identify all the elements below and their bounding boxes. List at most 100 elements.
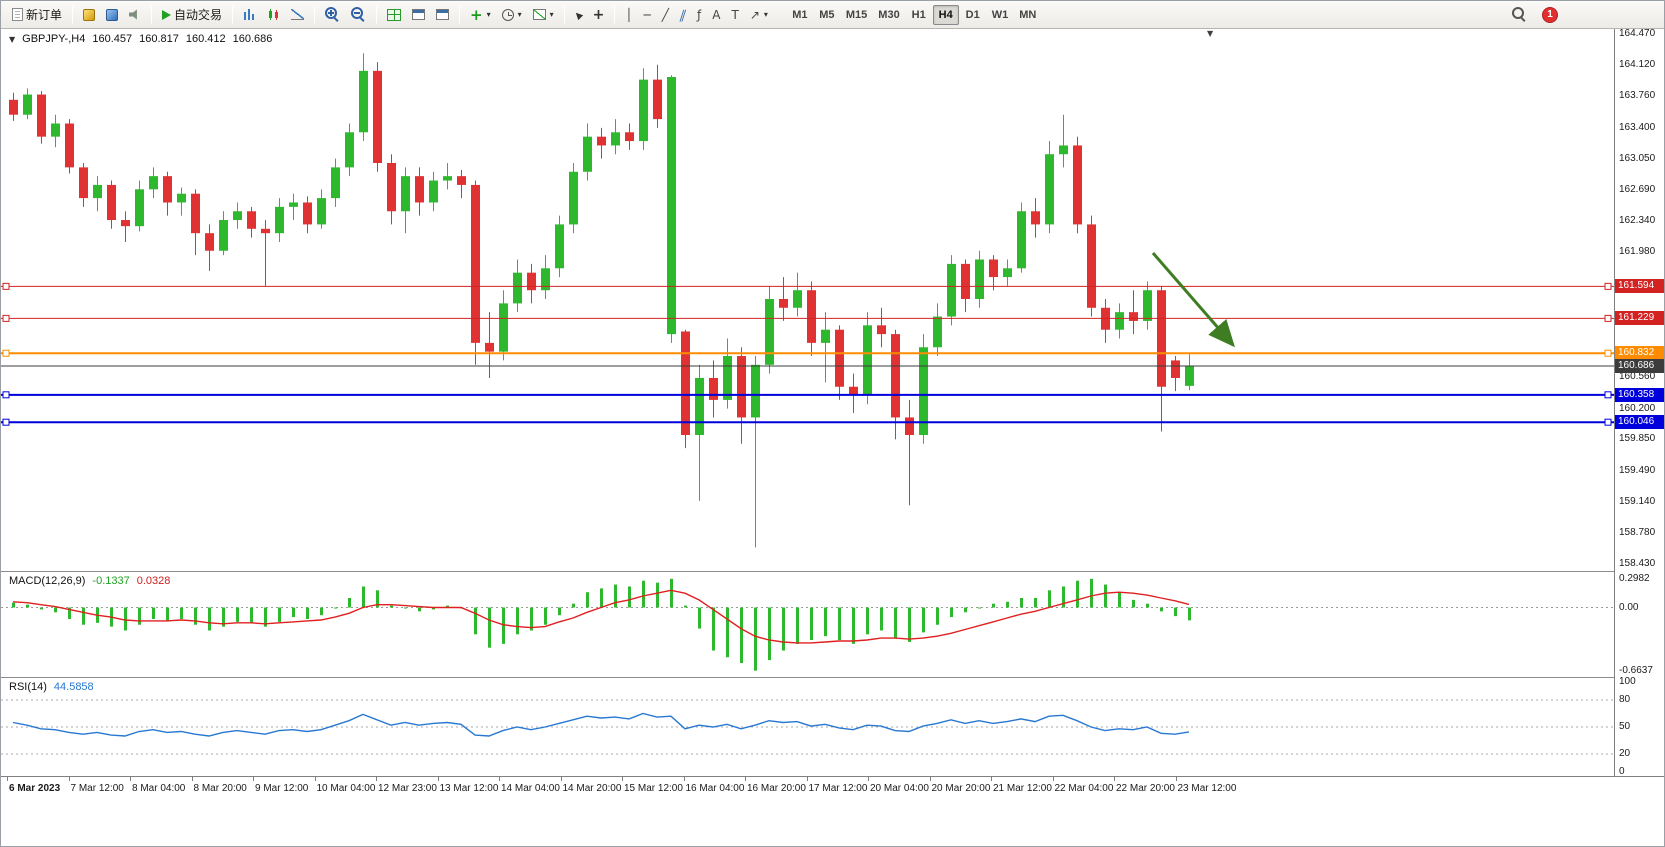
candle-body — [177, 193, 186, 203]
macd-bar — [936, 607, 939, 625]
time-tick — [68, 777, 70, 781]
macd-bar — [572, 603, 575, 608]
macd-bar — [740, 607, 743, 663]
candle-body — [1157, 290, 1166, 387]
time-label: 21 Mar 12:00 — [993, 783, 1052, 794]
line-chart-button[interactable] — [286, 4, 309, 26]
market-watch-button[interactable] — [101, 4, 123, 26]
candle-body — [205, 233, 214, 251]
macd-bar — [698, 607, 701, 629]
dropdown-caret-icon[interactable]: ▾ — [763, 10, 768, 19]
candle-body — [191, 193, 200, 234]
candle-body — [429, 180, 438, 203]
candle-body — [1171, 360, 1180, 378]
text-button[interactable]: A — [707, 4, 725, 26]
arrange-charts-button[interactable] — [407, 4, 430, 26]
price-chart[interactable] — [1, 29, 1614, 571]
dropdown-caret-icon[interactable]: ▾ — [517, 10, 522, 19]
bar-chart-button[interactable] — [238, 4, 261, 26]
line-handle[interactable] — [2, 282, 10, 290]
line-handle[interactable] — [2, 391, 10, 399]
macd-bar — [670, 578, 673, 608]
macd-main-value: -0.1337 — [92, 575, 130, 587]
timeframe-d1[interactable]: D1 — [965, 8, 980, 21]
candle-body — [709, 377, 718, 400]
price-badge: 160.686 — [1615, 359, 1664, 374]
search-button[interactable] — [1507, 4, 1532, 26]
candle-body — [793, 290, 802, 308]
dropdown-caret-icon[interactable]: ▾ — [486, 10, 491, 19]
crosshair-button[interactable]: + — [588, 4, 610, 26]
trendline-button[interactable]: ╱ — [657, 4, 674, 26]
horizontal-line-button[interactable]: ─ — [639, 4, 656, 26]
label-button[interactable]: T — [726, 4, 743, 26]
candlestick-chart-button[interactable] — [262, 4, 285, 26]
candle-body — [275, 206, 284, 234]
tile-windows-button[interactable] — [382, 4, 406, 26]
line-handle[interactable] — [1604, 349, 1612, 357]
price-label: 163.050 — [1619, 152, 1656, 164]
chart-shift-marker[interactable]: ▼ — [1207, 29, 1214, 38]
macd-chart[interactable] — [1, 571, 1614, 677]
periods-button[interactable]: ▾ — [497, 4, 527, 26]
indicators-button[interactable]: + ▾ — [465, 4, 496, 26]
dropdown-caret-icon[interactable]: ▾ — [549, 10, 554, 19]
macd-bar — [1174, 607, 1177, 617]
macd-bar — [82, 607, 85, 625]
macd-bar — [1104, 584, 1107, 608]
time-axis[interactable]: 6 Mar 2023 7 Mar 12:00 8 Mar 04:00 8 Mar 20… — [1, 776, 1664, 798]
macd-bar — [418, 607, 421, 612]
zoom-in-button[interactable] — [320, 4, 345, 26]
rsi-label: RSI(14) 44.5858 — [9, 681, 94, 693]
macd-signal-value: 0.0328 — [136, 575, 171, 587]
autotrading-button[interactable]: 自动交易 — [157, 4, 227, 26]
alerts-button[interactable] — [124, 4, 146, 26]
candle-body — [821, 329, 830, 343]
timeframe-m5[interactable]: M5 — [819, 8, 835, 21]
time-label: 16 Mar 04:00 — [685, 783, 745, 794]
timeframe-m1[interactable]: M1 — [792, 8, 808, 21]
vertical-line-button[interactable]: │ — [620, 4, 637, 26]
macd-bar — [726, 607, 729, 658]
channel-button[interactable]: ∥ — [675, 4, 691, 26]
pane-divider[interactable] — [1, 677, 1664, 678]
line-handle[interactable] — [2, 418, 10, 426]
timeframe-h4[interactable]: H4 — [932, 4, 959, 25]
cursor-button[interactable]: ▶ — [570, 4, 587, 26]
time-label: 13 Mar 12:00 — [439, 783, 499, 794]
time-tick — [376, 777, 377, 781]
price-axis[interactable]: 164.470 164.120 163.760 163.400 163.050 162.6… — [1614, 28, 1664, 777]
timeframe-mn[interactable]: MN — [1019, 8, 1037, 21]
candle-body — [51, 123, 60, 137]
time-tick — [991, 777, 992, 781]
timeframe-w1[interactable]: W1 — [991, 8, 1009, 21]
line-handle[interactable] — [1604, 282, 1612, 290]
cascade-charts-button[interactable] — [431, 4, 454, 26]
line-handle[interactable] — [1604, 391, 1612, 399]
time-tick — [1114, 777, 1115, 781]
price-label: 159.140 — [1619, 495, 1656, 507]
line-handle[interactable] — [2, 349, 10, 357]
timeframe-m30[interactable]: M30 — [878, 8, 900, 21]
metaeditor-button[interactable] — [78, 4, 100, 26]
rsi-chart[interactable] — [1, 677, 1614, 776]
line-handle[interactable] — [1604, 314, 1612, 322]
timeframe-m15[interactable]: M15 — [845, 8, 868, 21]
one-click-trading-toggle[interactable]: ▼ — [9, 34, 16, 44]
line-handle[interactable] — [2, 314, 10, 322]
zoom-out-button[interactable] — [346, 4, 371, 26]
pane-divider[interactable] — [1, 571, 1664, 572]
new-order-button[interactable]: 新订单 — [7, 4, 67, 26]
metaeditor-icon — [83, 8, 96, 21]
timeframe-h1[interactable]: H1 — [911, 8, 926, 21]
macd-bar — [908, 607, 911, 642]
fibonacci-button[interactable]: ƒ — [692, 4, 706, 26]
price-label: 162.340 — [1619, 214, 1656, 226]
candle-body — [499, 303, 508, 352]
line-handle[interactable] — [1604, 418, 1612, 426]
annotation-arrow[interactable] — [1151, 252, 1235, 348]
arrows-button[interactable]: ↗ ▾ — [745, 4, 773, 26]
candle-body — [891, 334, 900, 418]
templates-button[interactable]: ▾ — [528, 4, 559, 26]
notification-badge[interactable]: 1 — [1542, 6, 1558, 23]
